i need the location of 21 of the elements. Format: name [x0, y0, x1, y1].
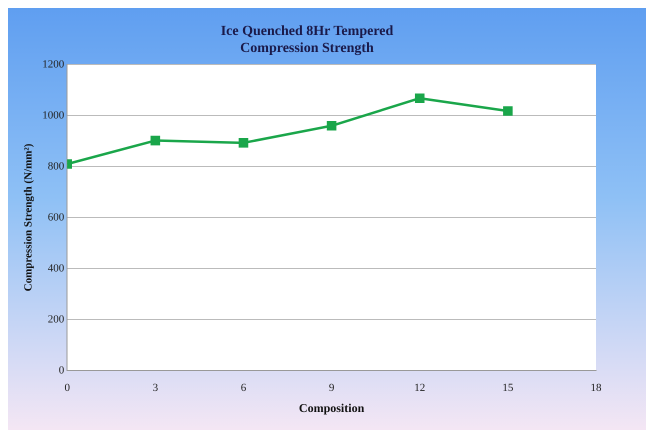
point	[326, 120, 336, 131]
x-tick-label: 6	[240, 382, 247, 394]
y-tick-label: 200	[48, 313, 65, 326]
chart-title: Ice Quenched 8Hr Tempered Compression Strength	[220, 24, 394, 56]
y-tick-label: 1000	[42, 109, 65, 122]
x-tick-label: 15	[502, 382, 514, 394]
point	[150, 136, 160, 146]
y-tick-label: 600	[48, 211, 65, 224]
point	[238, 138, 248, 148]
y-tick-label: 1200	[42, 58, 65, 70]
y-axis-title: Compression Strength (N/mm²)	[22, 143, 34, 292]
y-tick-label: 0	[58, 364, 65, 376]
point	[503, 106, 513, 116]
y-tick-label: 800	[48, 160, 65, 172]
x-tick-label: 3	[152, 382, 159, 394]
y-tick-label: 400	[48, 262, 65, 274]
x-axis-title: Composition	[298, 400, 365, 415]
x-tick-label: 12	[414, 382, 426, 394]
x-tick-label: 18	[590, 382, 602, 394]
x-tick-label: 9	[328, 382, 335, 394]
point	[414, 93, 425, 104]
